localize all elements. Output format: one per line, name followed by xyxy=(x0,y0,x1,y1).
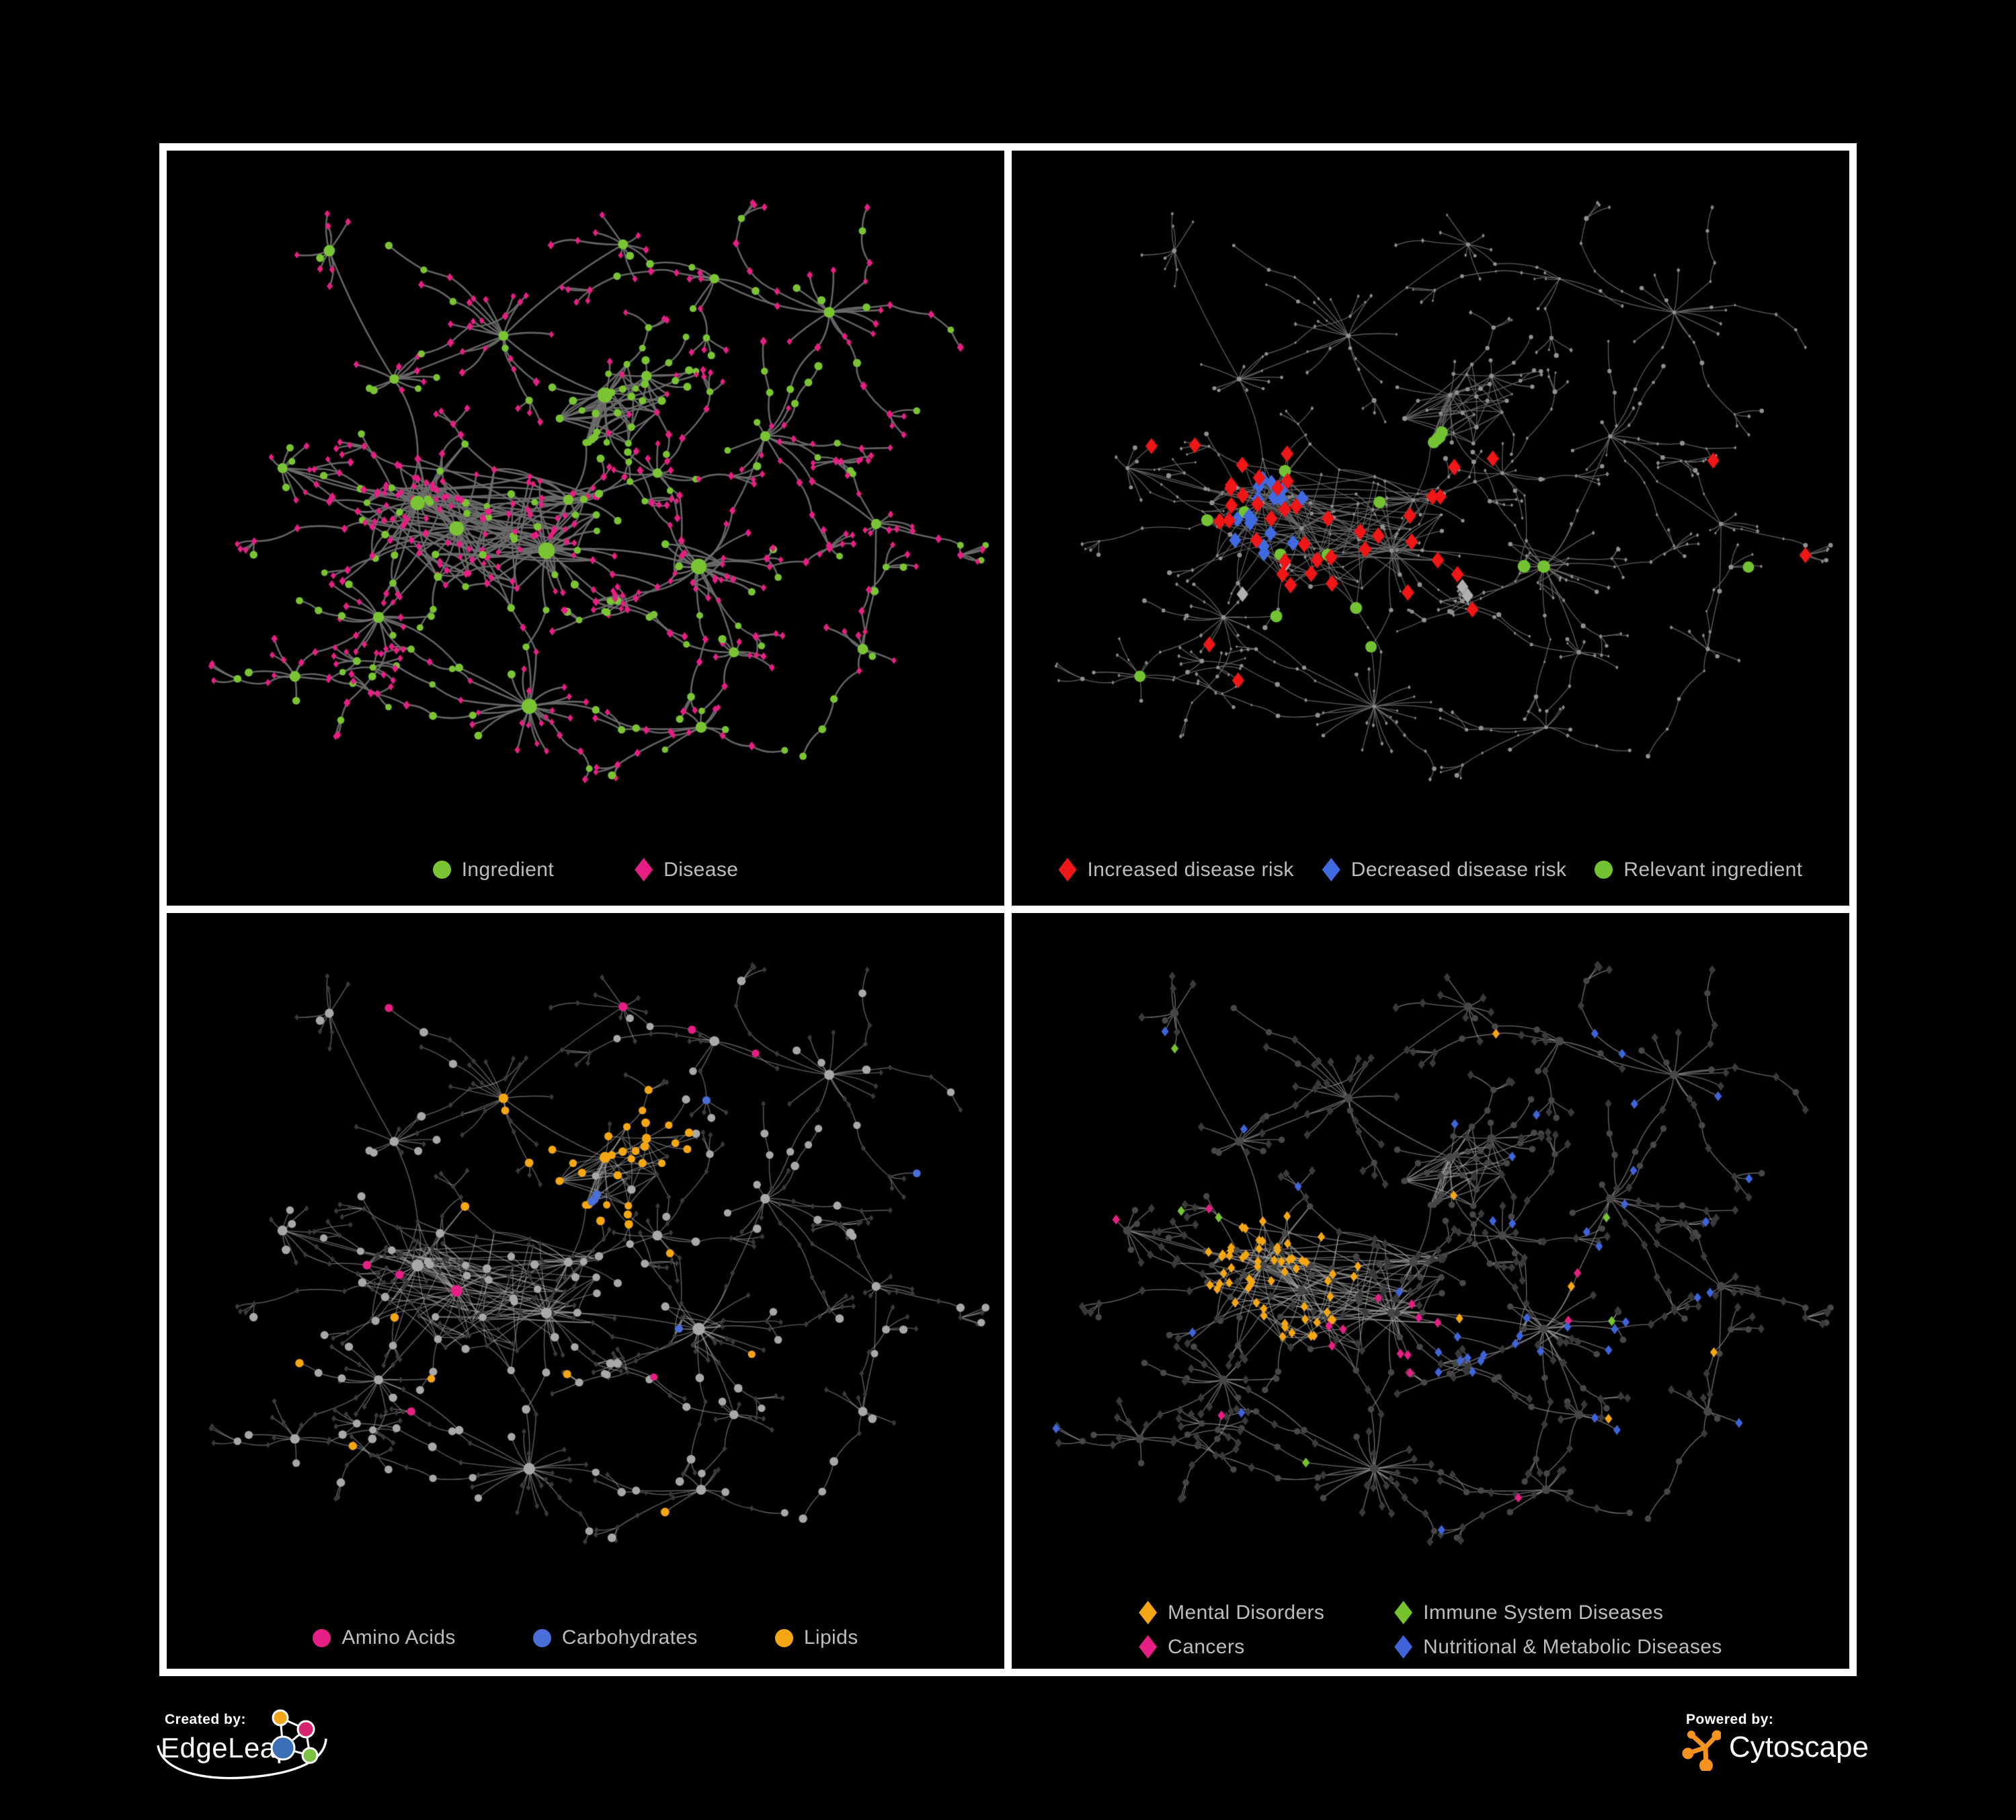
legend-label: Carbohydrates xyxy=(561,1626,698,1649)
legend-item: Cancers xyxy=(1139,1635,1394,1659)
disease-swatch-icon xyxy=(635,858,653,881)
edgeleap-pink-node xyxy=(296,1720,315,1739)
legend-label: Increased disease risk xyxy=(1087,858,1294,881)
figure-frame: Ingredient Disease Increased disease ris… xyxy=(159,143,1857,1676)
immune-diseases-swatch-icon xyxy=(1394,1601,1413,1624)
legend-item: Carbohydrates xyxy=(532,1626,698,1649)
edgeleap-credit: Created by: EdgeLeap xyxy=(155,1706,350,1790)
amino-acids-swatch-icon xyxy=(313,1628,331,1647)
powered-by-label: Powered by: xyxy=(1686,1712,1774,1727)
cytoscape-logo-icon xyxy=(1682,1730,1721,1771)
created-by-label: Created by: xyxy=(165,1712,247,1727)
relevant-ingredient-swatch-icon xyxy=(1595,861,1613,879)
network-canvas xyxy=(1012,913,1849,1668)
mental-disorders-swatch-icon xyxy=(1139,1601,1158,1624)
cancers-swatch-icon xyxy=(1139,1635,1158,1659)
legend-label: Nutritional & Metabolic Diseases xyxy=(1423,1635,1722,1658)
legend-item: Ingredient xyxy=(432,858,555,881)
legend-label: Cancers xyxy=(1168,1635,1245,1658)
legend-label: Relevant ingredient xyxy=(1623,858,1803,881)
legend-item: Increased disease risk xyxy=(1058,858,1294,881)
network-canvas xyxy=(1012,151,1849,906)
legend-disease-categories: Mental Disorders Immune System Diseases … xyxy=(1012,1601,1849,1659)
legend-item: Disease xyxy=(635,858,738,881)
legend-item: Amino Acids xyxy=(313,1626,455,1649)
legend-item: Nutritional & Metabolic Diseases xyxy=(1394,1635,1722,1659)
legend-label: Mental Disorders xyxy=(1168,1601,1325,1624)
edgeleap-orange-node xyxy=(272,1709,289,1727)
legend-item: Mental Disorders xyxy=(1139,1601,1394,1624)
panel-disease-categories: Mental Disorders Immune System Diseases … xyxy=(1012,913,1849,1668)
cytoscape-credit: Powered by: Cytoscape xyxy=(1679,1706,1962,1790)
lipids-swatch-icon xyxy=(774,1628,793,1647)
network-canvas xyxy=(167,151,1004,906)
legend-disease-risk: Increased disease risk Decreased disease… xyxy=(1012,858,1849,881)
legend-item: Lipids xyxy=(774,1626,858,1649)
panel-nutrient-classes: Amino Acids Carbohydrates Lipids xyxy=(167,913,1004,1668)
legend-nutrient-classes: Amino Acids Carbohydrates Lipids xyxy=(167,1626,1004,1649)
legend-label: Amino Acids xyxy=(341,1626,456,1649)
cytoscape-wordmark: Cytoscape xyxy=(1729,1731,1869,1764)
legend-label: Decreased disease risk xyxy=(1350,858,1567,881)
legend-label: Ingredient xyxy=(461,858,555,881)
legend-label: Disease xyxy=(663,858,739,881)
panel-divider-horizontal xyxy=(167,906,1849,913)
increased-risk-swatch-icon xyxy=(1058,858,1077,881)
legend-item: Relevant ingredient xyxy=(1595,859,1802,881)
legend-label: Lipids xyxy=(803,1626,858,1649)
ingredient-swatch-icon xyxy=(432,861,451,879)
panel-ingredient-disease: Ingredient Disease xyxy=(167,151,1004,906)
legend-item: Decreased disease risk xyxy=(1322,858,1567,881)
legend-label: Immune System Diseases xyxy=(1423,1601,1664,1624)
nutritional-metabolic-swatch-icon xyxy=(1394,1635,1413,1659)
edgeleap-green-node xyxy=(301,1747,319,1764)
decreased-risk-swatch-icon xyxy=(1322,858,1340,881)
edgeleap-logo xyxy=(157,1709,327,1780)
legend-ingredient-disease: Ingredient Disease xyxy=(167,858,1004,881)
carbohydrates-swatch-icon xyxy=(532,1628,551,1647)
legend-item: Immune System Diseases xyxy=(1394,1601,1722,1624)
network-canvas xyxy=(167,913,1004,1668)
edgeleap-blue-node xyxy=(270,1735,296,1761)
edgeleap-wordmark: EdgeLeap xyxy=(161,1732,292,1764)
panel-disease-risk: Increased disease risk Decreased disease… xyxy=(1012,151,1849,906)
